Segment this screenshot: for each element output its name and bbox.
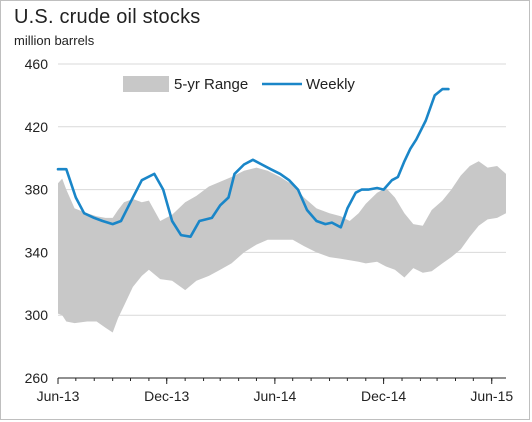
weekly-line-layer — [56, 87, 450, 238]
legend-label-range: 5-yr Range — [174, 76, 248, 93]
weekly-series-line — [56, 87, 450, 238]
x-tick-label: Dec-13 — [144, 388, 189, 404]
x-tick-label: Jun-15 — [470, 388, 513, 404]
y-tick-label: 460 — [25, 56, 49, 72]
legend: 5-yr Range Weekly — [123, 76, 355, 93]
x-tick-label: Jun-14 — [253, 388, 296, 404]
y-tick-label: 420 — [25, 119, 49, 135]
y-tick-label: 340 — [25, 244, 49, 260]
y-axis-unit-label: million barrels — [14, 33, 95, 48]
legend-label-weekly: Weekly — [306, 76, 355, 93]
chart-title: U.S. crude oil stocks — [14, 6, 201, 28]
y-tick-label: 260 — [25, 370, 49, 386]
range-band-area — [58, 161, 506, 333]
legend-swatch-range — [123, 76, 169, 92]
x-tick-label: Jun-13 — [37, 388, 80, 404]
y-tick-label: 300 — [25, 307, 49, 323]
range-band-layer — [58, 161, 506, 333]
axes: 260 300 340 380 420 460 Jun-13 Dec-13 Jun-14 Dec-… — [25, 56, 514, 404]
y-tick-label: 380 — [25, 182, 49, 198]
x-tick-label: Dec-14 — [361, 388, 406, 404]
